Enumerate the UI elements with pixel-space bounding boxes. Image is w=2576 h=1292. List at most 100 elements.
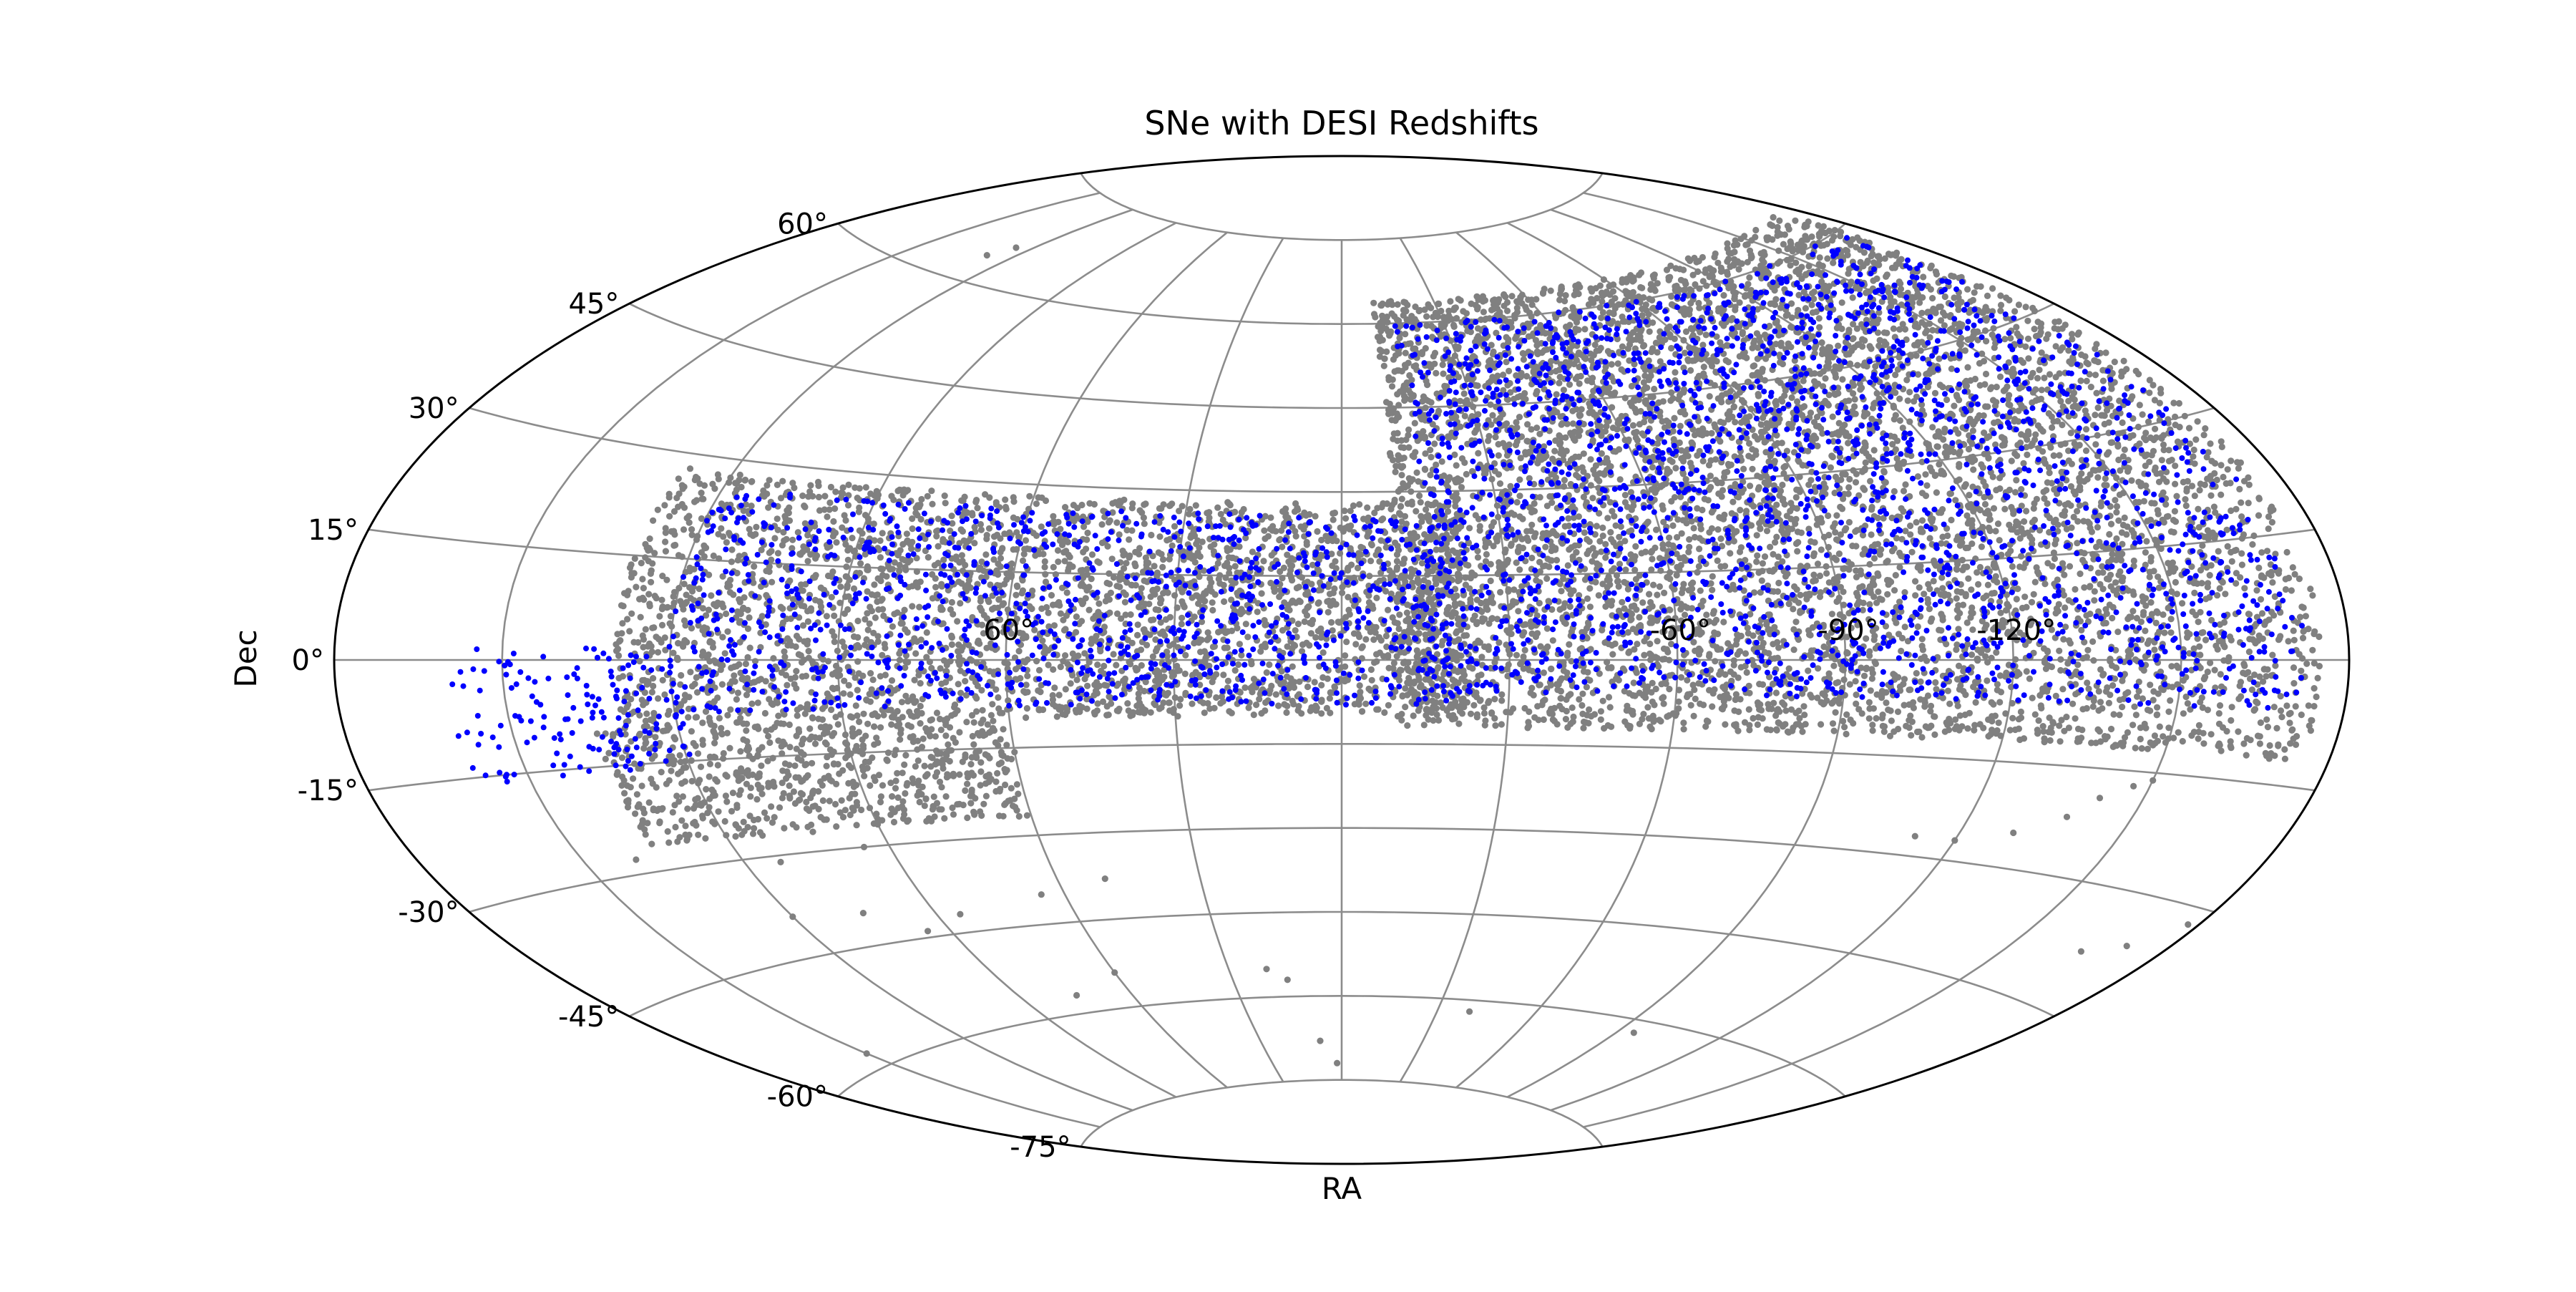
data-point	[1599, 525, 1606, 531]
data-point	[2290, 628, 2297, 634]
data-point	[1463, 471, 1470, 477]
data-point	[2101, 465, 2107, 471]
data-point	[1825, 544, 1832, 550]
data-point	[2056, 648, 2062, 654]
data-point	[2041, 735, 2047, 742]
data-point	[1821, 534, 1828, 540]
data-point	[2007, 548, 2014, 554]
data-point	[1541, 669, 1547, 676]
data-point	[1907, 351, 1913, 358]
data-point	[2195, 418, 2201, 424]
data-point	[1495, 514, 1501, 520]
data-point	[1853, 479, 1859, 485]
data-point	[2050, 720, 2057, 727]
data-point	[1939, 613, 1946, 620]
data-point	[1964, 725, 1971, 732]
data-point	[1598, 717, 1604, 723]
data-point	[2167, 697, 2173, 704]
data-point	[1541, 717, 1547, 723]
data-point	[1780, 464, 1787, 470]
data-point	[1716, 671, 1722, 678]
data-point	[1984, 593, 1990, 599]
data-point	[2029, 370, 2036, 377]
data-point	[1983, 371, 1989, 377]
data-point	[1866, 715, 1873, 722]
data-point	[1927, 334, 1933, 341]
data-point	[1461, 460, 1468, 466]
data-point	[1604, 515, 1611, 521]
data-point	[2116, 711, 2122, 718]
data-point	[1636, 614, 1642, 621]
data-point	[1371, 311, 1377, 317]
data-point	[1775, 377, 1781, 384]
data-point	[2207, 660, 2213, 666]
data-point	[1488, 709, 1495, 716]
data-point	[1866, 561, 1873, 568]
data-point	[1878, 694, 1885, 701]
data-point	[1946, 490, 1953, 497]
data-point	[1565, 515, 1571, 522]
data-point	[1397, 463, 1403, 470]
data-point	[1383, 399, 1390, 405]
data-point	[2103, 620, 2109, 626]
data-point	[1860, 551, 1866, 558]
data-point	[2100, 586, 2107, 592]
data-point	[1932, 390, 1938, 397]
data-point	[2112, 359, 2118, 365]
data-point	[2172, 481, 2178, 487]
data-point	[1563, 292, 1569, 298]
data-point	[2217, 585, 2223, 591]
data-point	[2154, 704, 2160, 711]
data-point	[1854, 362, 1860, 369]
data-point	[1544, 626, 1551, 632]
data-point	[1699, 425, 1706, 432]
data-point	[1488, 378, 1494, 384]
data-point	[1901, 459, 1907, 465]
data-point	[1759, 568, 1765, 574]
data-point	[2208, 731, 2215, 737]
data-point	[1807, 691, 1813, 698]
data-point	[1965, 575, 1971, 582]
data-point	[1533, 577, 1539, 583]
data-point	[1466, 525, 1473, 531]
data-point	[2175, 729, 2182, 736]
data-point	[2046, 714, 2053, 721]
data-point	[1522, 647, 1528, 654]
data-point	[2084, 654, 2090, 660]
data-point	[2084, 647, 2091, 654]
data-point	[2180, 710, 2187, 717]
data-point	[1630, 422, 1636, 429]
data-point	[1447, 298, 1453, 304]
data-point	[1818, 425, 1824, 432]
data-point	[1852, 396, 1858, 402]
data-point	[1861, 412, 1868, 418]
data-point	[2195, 506, 2201, 513]
data-point	[1664, 649, 1671, 655]
data-point	[1669, 523, 1676, 529]
data-point	[1870, 593, 1877, 600]
data-point	[2006, 487, 2013, 493]
data-point	[2113, 475, 2119, 481]
data-point	[2142, 549, 2149, 555]
data-point	[1732, 419, 1738, 425]
data-point	[1582, 576, 1589, 583]
data-point	[1630, 626, 1636, 632]
data-point	[1772, 655, 1778, 661]
data-point	[1810, 553, 1817, 559]
data-point	[1855, 341, 1862, 347]
data-point	[2215, 548, 2222, 555]
data-point	[2301, 628, 2307, 635]
data-point	[1649, 464, 1656, 470]
data-point	[1440, 361, 1446, 368]
data-point	[1401, 455, 1407, 461]
data-point	[1815, 268, 1821, 274]
data-point	[1564, 653, 1571, 659]
data-point	[1690, 272, 1697, 278]
data-point	[2072, 402, 2078, 409]
data-point	[2202, 596, 2209, 602]
data-point	[1791, 646, 1797, 653]
data-point	[1767, 544, 1773, 550]
data-point	[2283, 575, 2289, 582]
data-point	[1711, 608, 1717, 614]
data-point	[2273, 725, 2280, 732]
